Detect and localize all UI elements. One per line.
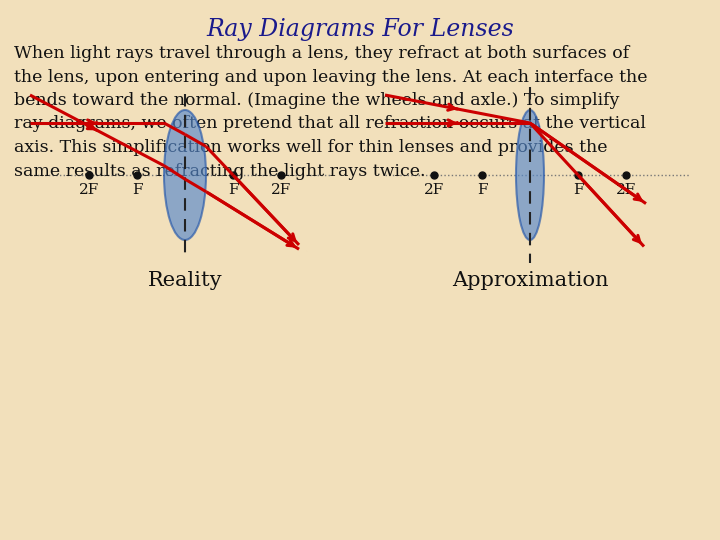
Text: F: F [477,183,487,197]
Text: Ray Diagrams For Lenses: Ray Diagrams For Lenses [206,18,514,41]
Text: When light rays travel through a lens, they refract at both surfaces of
the lens: When light rays travel through a lens, t… [14,45,647,179]
Text: F: F [572,183,583,197]
Text: 2F: 2F [424,183,444,197]
Ellipse shape [164,110,206,240]
Text: 2F: 2F [271,183,291,197]
Ellipse shape [516,110,544,240]
Text: Approximation: Approximation [451,271,608,289]
Text: 2F: 2F [79,183,99,197]
Text: 2F: 2F [616,183,636,197]
Text: F: F [132,183,143,197]
Text: Reality: Reality [148,271,222,289]
Text: F: F [228,183,238,197]
